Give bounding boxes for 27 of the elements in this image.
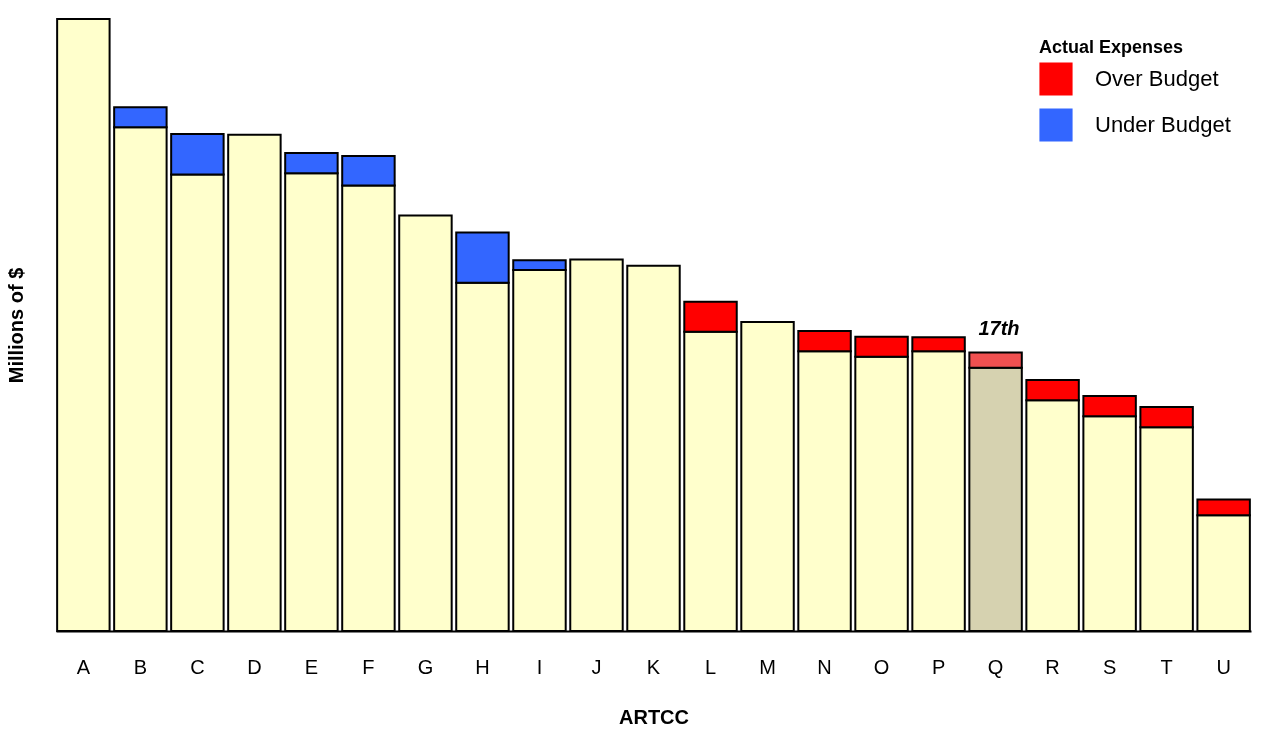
x-tick-label: I bbox=[536, 655, 543, 678]
x-tick-label: G bbox=[417, 655, 434, 678]
x-tick-label: A bbox=[76, 655, 91, 678]
x-tick-label: J bbox=[591, 655, 602, 678]
x-tick-label: F bbox=[362, 655, 375, 678]
x-tick-label: C bbox=[190, 655, 205, 678]
y-axis-title: Millions of $ bbox=[4, 267, 27, 384]
x-tick-label: L bbox=[704, 655, 717, 678]
x-tick-label: K bbox=[646, 655, 661, 678]
x-tick-label: M bbox=[759, 655, 776, 678]
x-tick-label: O bbox=[873, 655, 890, 678]
x-tick-label: U bbox=[1216, 655, 1231, 678]
x-tick-label: H bbox=[475, 655, 490, 678]
legend-label: Over Budget bbox=[1095, 66, 1219, 91]
x-tick-label: Q bbox=[987, 655, 1004, 678]
legend-title: Actual Expenses bbox=[1039, 37, 1184, 57]
x-tick-label: S bbox=[1102, 655, 1117, 678]
annotation: 17th bbox=[978, 317, 1020, 339]
x-tick-label: B bbox=[133, 655, 148, 678]
x-tick-label: E bbox=[304, 655, 319, 678]
x-tick-label: N bbox=[817, 655, 832, 678]
x-axis-title: ARTCC bbox=[619, 705, 689, 728]
x-tick-label: R bbox=[1045, 655, 1060, 678]
x-tick-label: P bbox=[931, 655, 946, 678]
legend-label: Under Budget bbox=[1095, 112, 1231, 137]
x-tick-label: T bbox=[1160, 655, 1173, 678]
x-tick-label: D bbox=[247, 655, 262, 678]
